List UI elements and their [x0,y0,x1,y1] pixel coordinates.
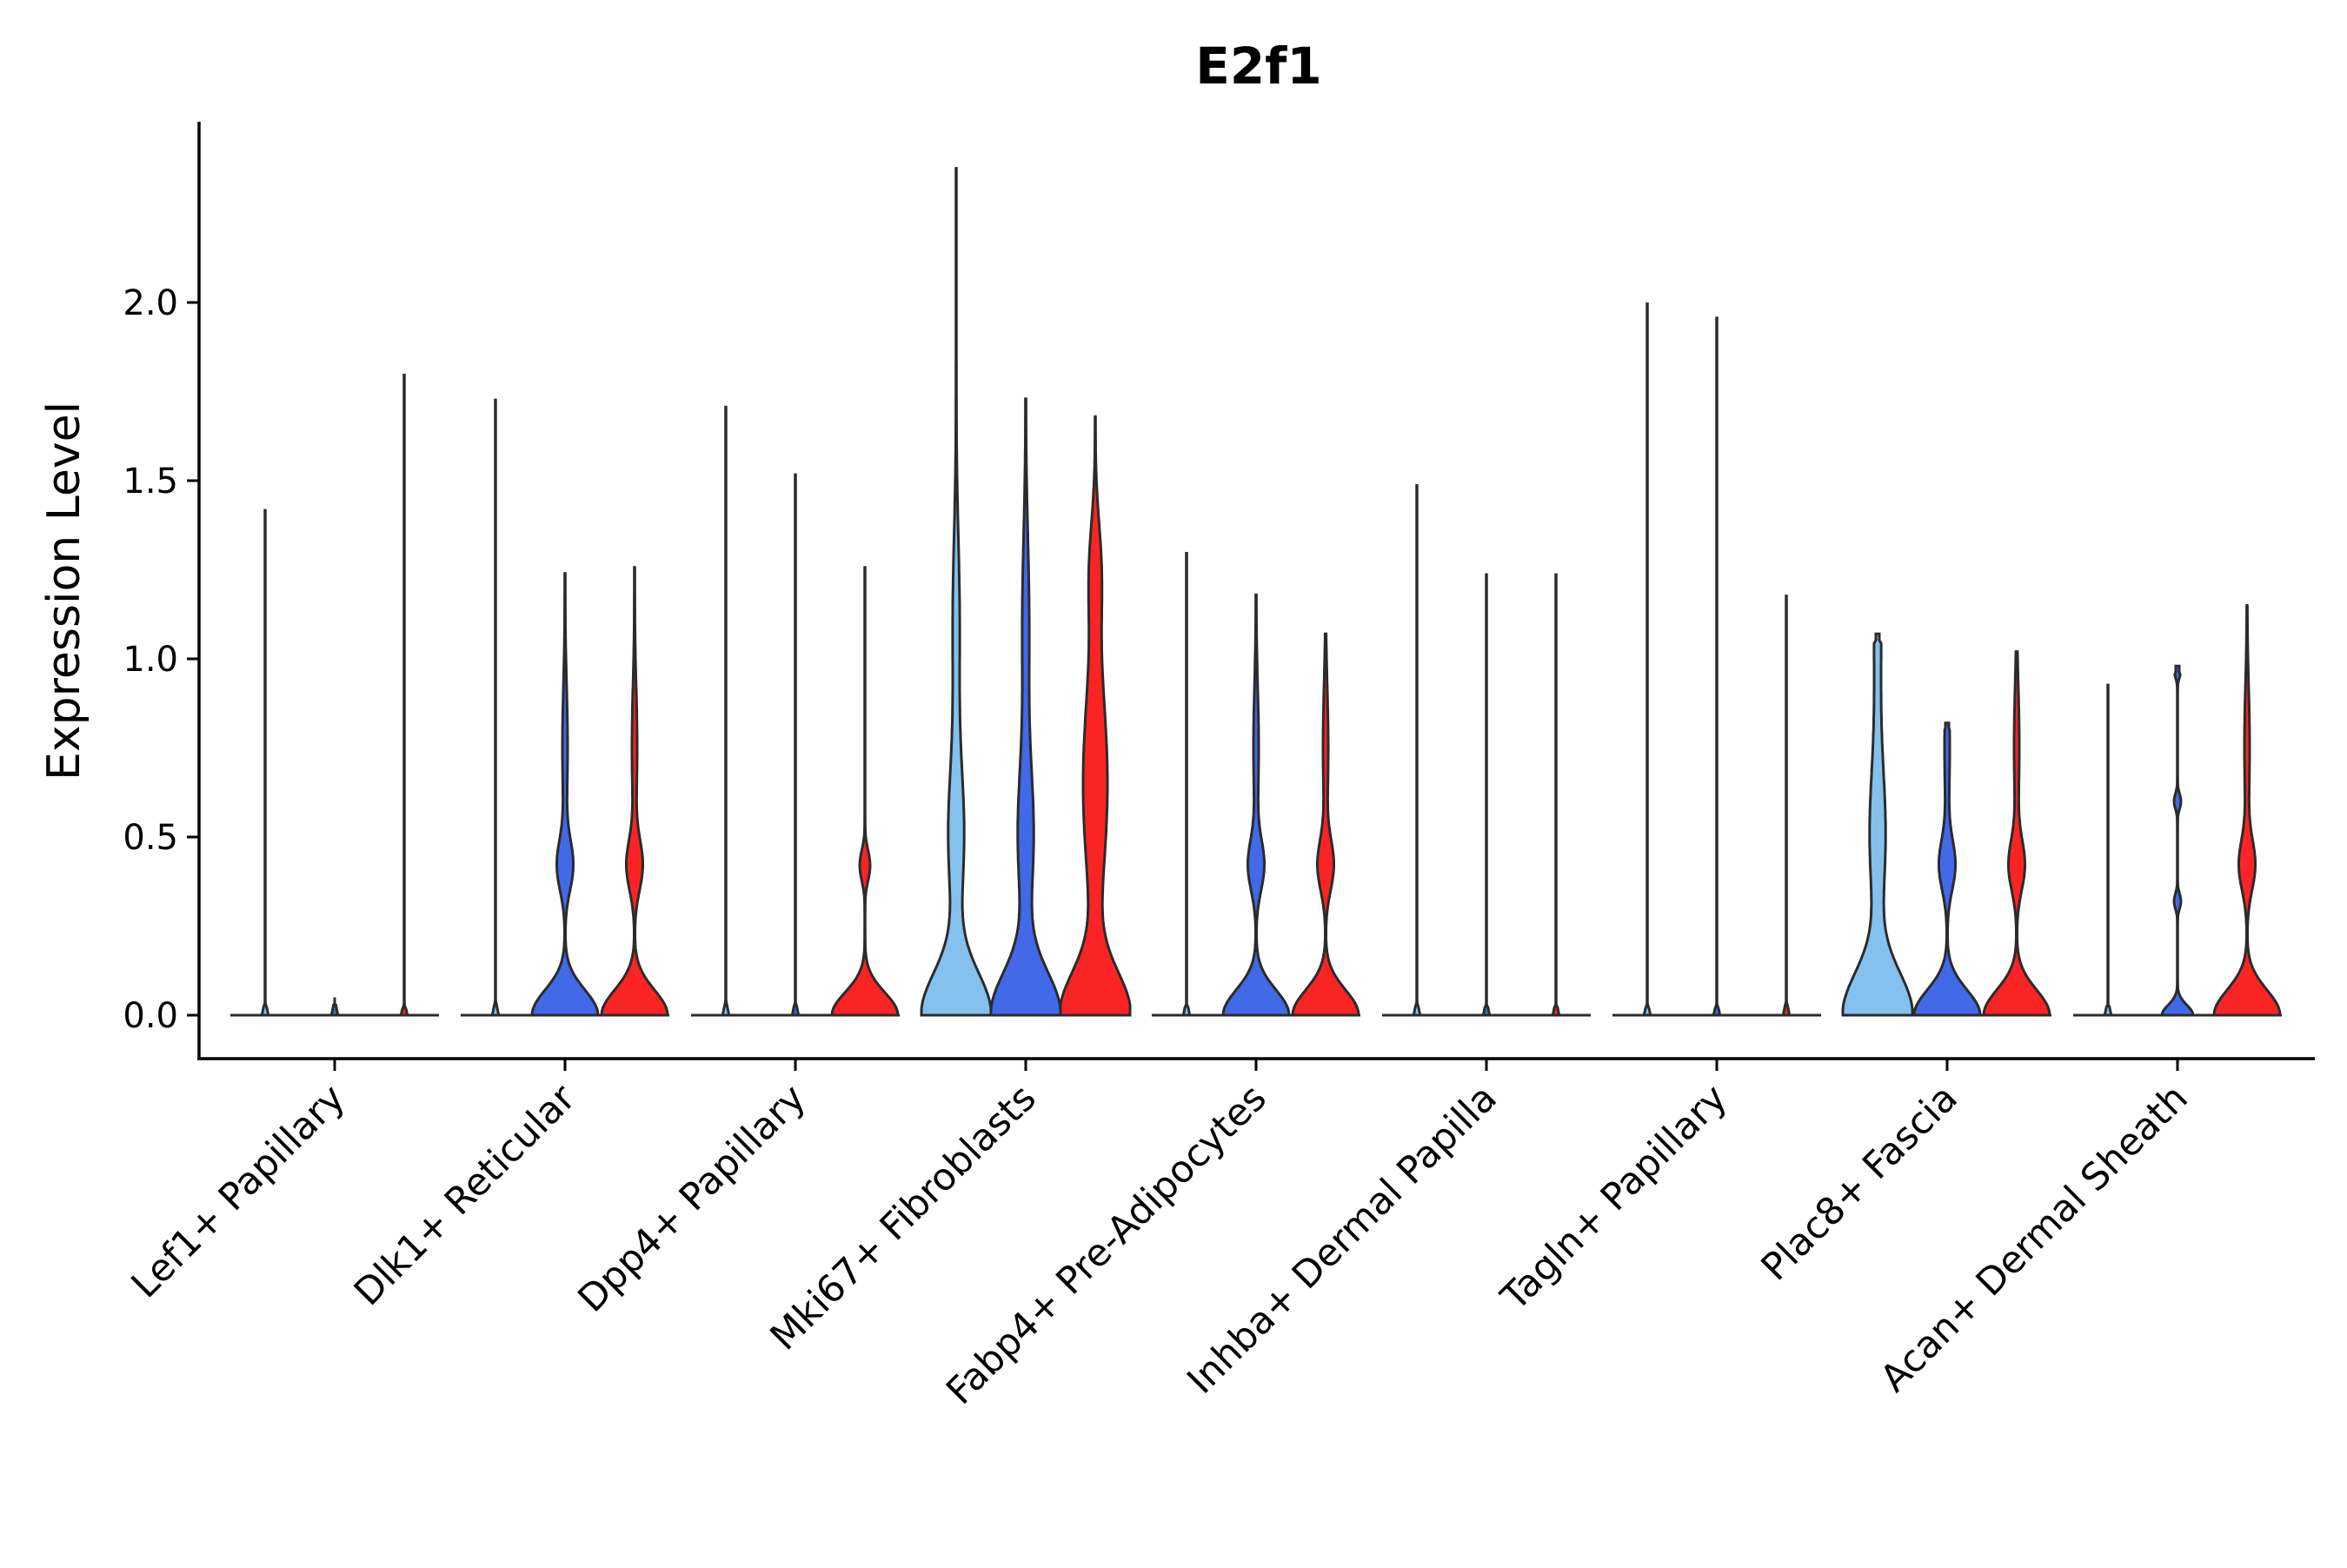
violin-2-2 [530,572,600,1017]
violin-6-1 [1412,484,1422,1017]
violin-4-3 [1059,415,1132,1017]
x-tick-label: Plac8+ Fascia [1753,1076,1966,1289]
x-tick-label: Dlk1+ Reticular [346,1076,584,1314]
violin-5-1 [1181,552,1192,1017]
violin-7-3 [1781,595,1792,1017]
x-tick-label: Tagln+ Papillary [1493,1076,1736,1319]
violin-2-3 [600,566,669,1017]
violin-3-3 [830,566,900,1017]
x-tick-label: Mki67+ Fibroblasts [762,1076,1045,1359]
y-tick-label: 0.5 [123,818,178,858]
y-tick-label: 2.0 [123,283,178,323]
violin-4-1 [920,167,993,1017]
violin-9-1 [2103,683,2113,1017]
violin-7-2 [1712,316,1722,1017]
violin-1-3 [399,374,409,1017]
y-tick-label: 1.0 [123,640,178,680]
violin-5-2 [1221,593,1291,1017]
violin-8-1 [1841,632,1914,1017]
violin-8-2 [1912,721,1982,1017]
y-tick-label: 1.5 [123,462,178,502]
violins-layer [230,167,2282,1017]
violin-9-2 [2160,664,2195,1017]
violin-2-1 [490,398,501,1017]
violin-1-1 [260,508,270,1017]
violin-9-3 [2212,604,2282,1017]
y-ticks: 0.0 0.5 1.0 1.5 2.0 [123,283,199,1036]
violin-3-2 [790,473,801,1017]
violin-8-3 [1982,650,2051,1017]
violin-1-2 [329,997,340,1017]
violin-4-2 [989,397,1062,1017]
x-tick-label: Lef1+ Papillary [123,1076,354,1306]
violin-6-3 [1551,573,1561,1017]
violin-5-3 [1291,632,1360,1017]
violin-7-1 [1642,302,1652,1017]
y-axis-label: Expression Level [38,402,90,781]
violin-3-1 [721,405,731,1017]
x-tick-label: Dpp4+ Papillary [570,1076,814,1320]
violin-6-2 [1481,573,1492,1017]
y-tick-label: 0.0 [123,996,178,1036]
chart-title: E2f1 [1195,37,1322,96]
